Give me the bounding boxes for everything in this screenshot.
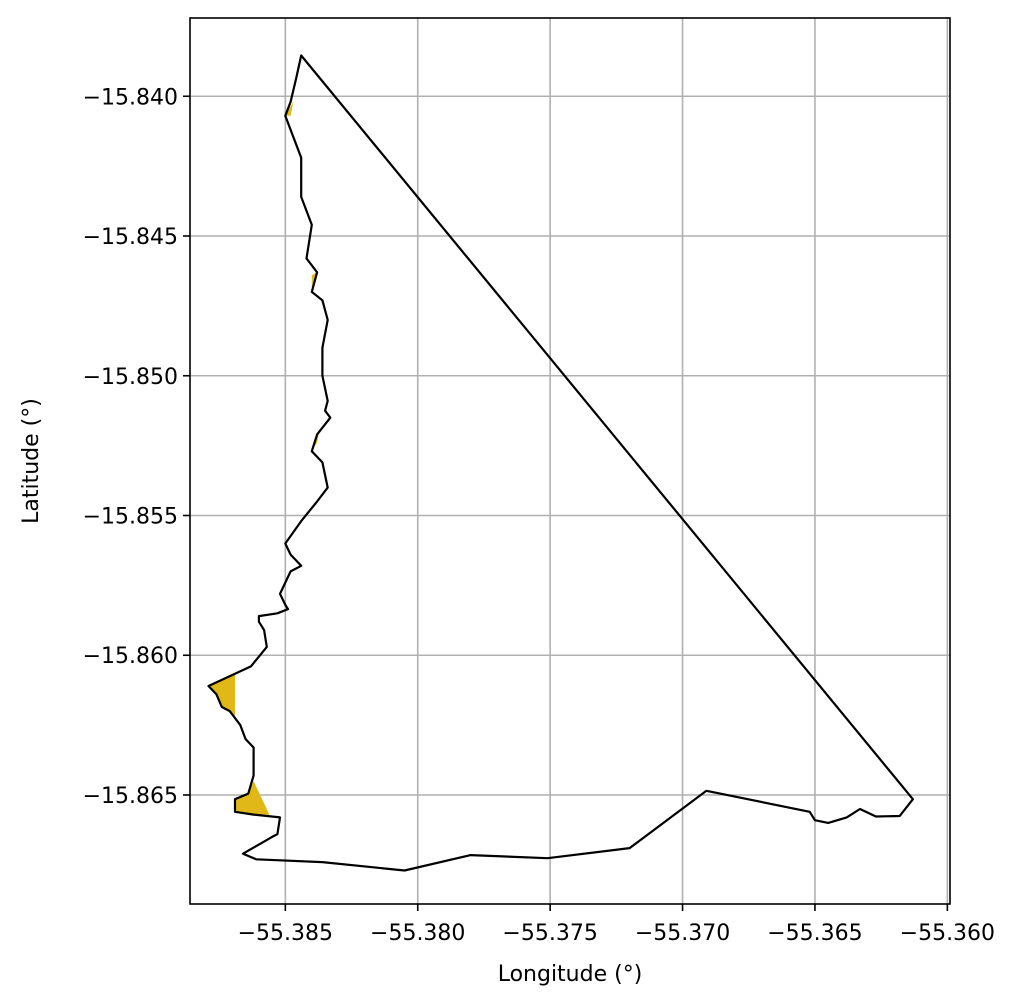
y-tick-label: −15.860 (83, 644, 178, 669)
fill-region (285, 73, 299, 116)
x-tick-label: −55.380 (370, 921, 465, 946)
axes-frame (189, 17, 951, 905)
grid (190, 18, 950, 904)
fill-region (235, 781, 270, 815)
y-tick-label: −15.865 (83, 784, 178, 809)
y-tick-label: −15.850 (83, 365, 178, 390)
y-tick-label: −15.845 (83, 225, 178, 250)
boundary-layer (207, 54, 915, 872)
y-tick-label: −15.840 (83, 85, 178, 110)
x-tick-label: −55.370 (635, 921, 730, 946)
x-tick-label: −55.375 (502, 921, 597, 946)
x-axis-label: Longitude (°) (498, 962, 643, 987)
ticks: −55.385 −55.380 −55.375 −55.370 −55.365 −55.3… (83, 85, 995, 946)
x-tick-label: −55.385 (238, 921, 333, 946)
x-tick-label: −55.365 (767, 921, 862, 946)
y-axis-label: Latitude (°) (19, 398, 44, 524)
boundary-polygon (207, 54, 915, 872)
x-tick-label: −55.360 (900, 921, 995, 946)
fill-region (208, 674, 235, 720)
y-tick-label: −15.855 (83, 505, 178, 530)
